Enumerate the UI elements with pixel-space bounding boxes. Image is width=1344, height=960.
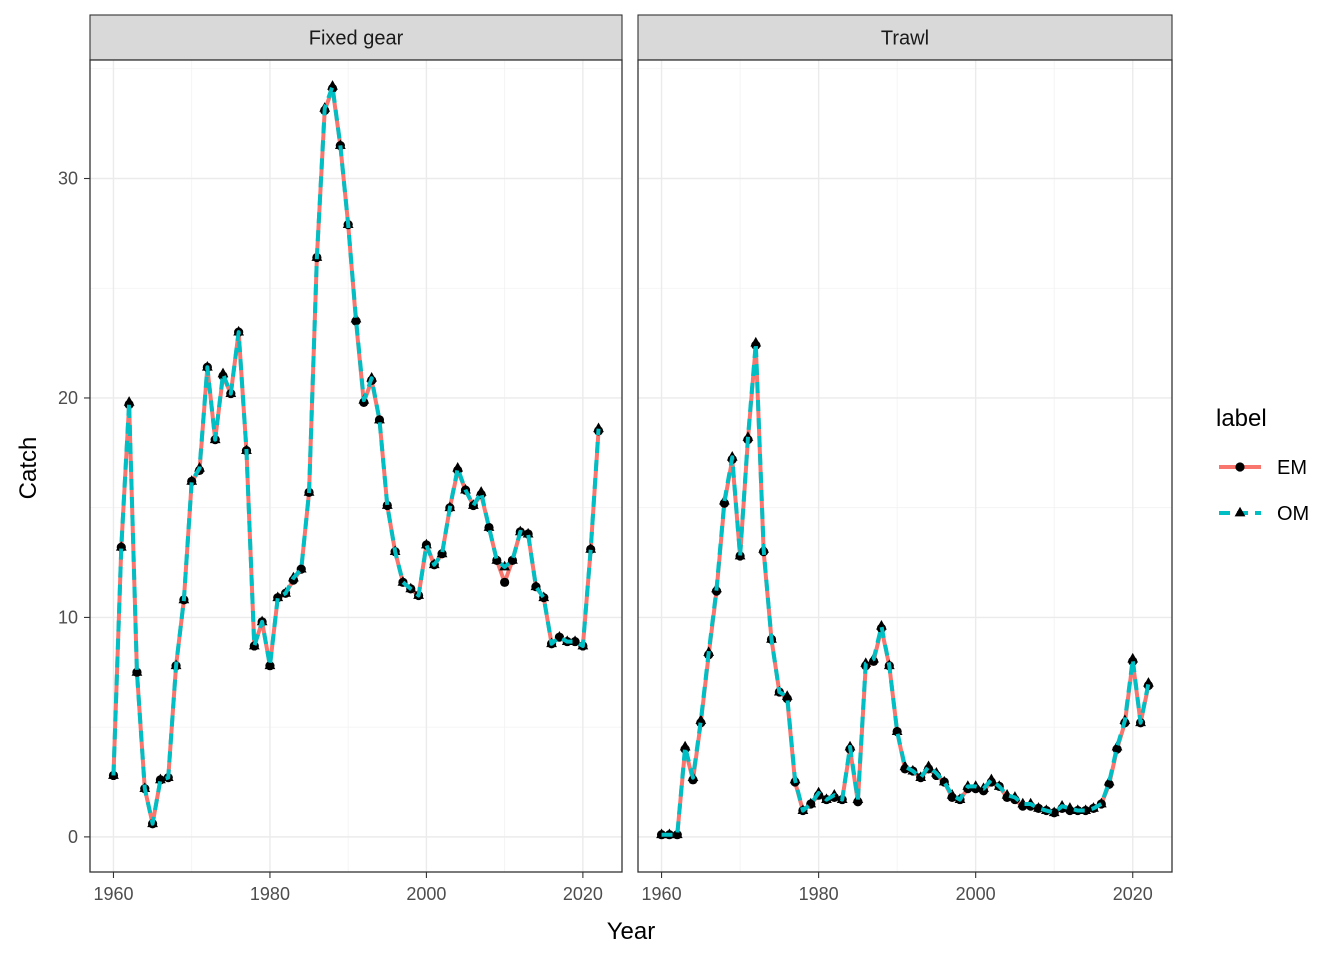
facet-panel-fixed-gear: Fixed gear 1960 1980 2000 2020 0 10 20 30: [58, 14, 623, 904]
data-point-om: [876, 620, 887, 630]
data-point-om: [483, 521, 495, 531]
facet-panel-trawl: Trawl 1960 1980 2000 2020: [637, 14, 1173, 904]
data-point-om: [436, 547, 448, 558]
data-point-om: [1103, 775, 1115, 786]
legend-marker-em: [1235, 462, 1245, 472]
data-point-om: [522, 527, 534, 538]
legend-label-em: EM: [1277, 457, 1307, 479]
data-point-om: [334, 139, 346, 149]
facet-strip-title: Trawl: [881, 28, 929, 50]
data-point-om: [695, 714, 707, 724]
x-tick-label: 1960: [642, 884, 682, 904]
legend-key-em: [1219, 462, 1261, 472]
y-tick-label: 10: [58, 607, 78, 627]
facet-strip-title: Fixed gear: [309, 28, 404, 50]
x-axis-title: Year: [607, 918, 656, 945]
data-point-om: [507, 554, 518, 564]
data-point-om: [781, 690, 793, 700]
series-markers-om: [656, 336, 1154, 839]
legend-label-om: OM: [1277, 503, 1309, 525]
legend: label EM OM: [1216, 405, 1309, 525]
x-tick-label: 2020: [563, 884, 603, 904]
data-point-om: [264, 659, 276, 670]
data-point-om: [554, 630, 565, 641]
data-point-om: [327, 80, 338, 90]
legend-title: label: [1216, 405, 1267, 432]
data-point-om: [295, 562, 307, 573]
data-point-om: [946, 788, 958, 799]
y-tick-label: 20: [58, 388, 78, 408]
data-point-om: [593, 422, 604, 433]
x-tick-label: 1980: [250, 884, 290, 904]
data-point-om: [475, 486, 487, 496]
data-point-om: [1064, 802, 1076, 812]
y-tick-label: 0: [68, 827, 78, 847]
data-point-om: [1127, 652, 1139, 663]
x-tick-label: 1960: [93, 884, 133, 904]
panel-border: [89, 59, 623, 873]
data-point-om: [585, 543, 597, 553]
data-point-om: [742, 431, 754, 441]
data-point-om: [491, 554, 503, 564]
data-point-om: [186, 475, 198, 485]
y-tick-label: 30: [58, 169, 78, 189]
series-line-om: [661, 341, 1151, 837]
data-point-om: [1143, 677, 1154, 687]
data-point-em: [500, 577, 510, 587]
panel-border: [637, 59, 1173, 873]
y-axis-title: Catch: [15, 437, 42, 500]
legend-key-om: [1219, 506, 1261, 517]
data-point-om: [123, 396, 135, 406]
data-point-om: [452, 461, 464, 472]
x-tick-label: 1980: [799, 884, 839, 904]
x-tick-label: 2020: [1113, 884, 1153, 904]
facet-strip: [89, 14, 623, 61]
data-point-om: [272, 591, 284, 602]
x-tick-label: 2000: [956, 884, 996, 904]
legend-marker-om: [1234, 506, 1246, 517]
data-point-om: [671, 828, 683, 839]
data-point-om: [703, 646, 715, 656]
plot-background: [638, 60, 1172, 872]
plot-background: [90, 60, 622, 872]
data-point-om: [374, 413, 385, 424]
data-point-om: [217, 367, 229, 378]
data-point-om: [805, 797, 817, 808]
data-point-om: [115, 541, 127, 551]
data-point-om: [679, 740, 691, 751]
data-point-om: [421, 538, 432, 549]
data-point-om: [131, 666, 143, 676]
data-point-om: [1048, 806, 1060, 817]
data-point-om: [891, 725, 903, 735]
x-tick-label: 2000: [406, 884, 446, 904]
data-point-om: [750, 336, 762, 347]
data-point-om: [1111, 740, 1123, 751]
